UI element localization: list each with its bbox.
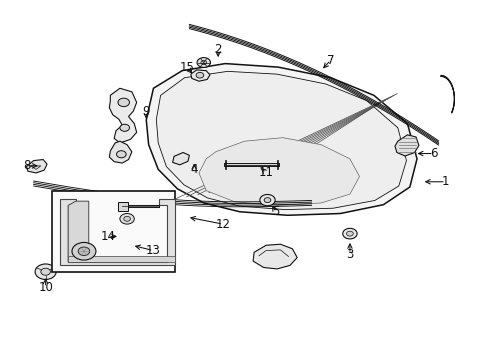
Text: 7: 7 <box>326 54 334 67</box>
Text: 5: 5 <box>271 205 279 218</box>
Polygon shape <box>146 64 416 215</box>
Polygon shape <box>26 159 47 173</box>
Text: 2: 2 <box>214 43 222 56</box>
Text: 15: 15 <box>179 60 194 73</box>
Circle shape <box>342 228 356 239</box>
Polygon shape <box>253 244 297 269</box>
Circle shape <box>197 58 210 67</box>
Circle shape <box>120 213 134 224</box>
Polygon shape <box>118 202 128 211</box>
Text: 14: 14 <box>100 230 115 243</box>
Circle shape <box>116 151 126 158</box>
Polygon shape <box>60 199 175 265</box>
Polygon shape <box>394 135 418 156</box>
Circle shape <box>346 231 352 236</box>
Polygon shape <box>172 153 189 165</box>
Text: 3: 3 <box>346 248 353 261</box>
Circle shape <box>123 216 130 221</box>
Bar <box>52 190 175 272</box>
Text: 10: 10 <box>38 281 53 294</box>
Text: 4: 4 <box>190 163 198 176</box>
Circle shape <box>264 198 270 203</box>
Circle shape <box>201 60 206 65</box>
Polygon shape <box>109 141 132 163</box>
Text: 8: 8 <box>23 159 30 172</box>
Circle shape <box>118 98 129 107</box>
Polygon shape <box>190 70 209 81</box>
Text: 11: 11 <box>258 166 273 179</box>
Circle shape <box>41 268 50 275</box>
Circle shape <box>35 264 56 279</box>
Circle shape <box>120 124 129 131</box>
Circle shape <box>196 72 203 78</box>
Circle shape <box>78 247 89 256</box>
Polygon shape <box>109 88 137 143</box>
Text: 1: 1 <box>441 175 448 188</box>
Polygon shape <box>199 138 359 206</box>
Polygon shape <box>68 201 89 262</box>
Circle shape <box>259 194 275 206</box>
Text: 13: 13 <box>146 244 161 257</box>
Polygon shape <box>156 71 406 210</box>
Polygon shape <box>68 256 175 262</box>
Text: 6: 6 <box>429 147 437 160</box>
Circle shape <box>72 242 96 260</box>
Text: 9: 9 <box>142 105 150 118</box>
Text: 12: 12 <box>215 217 230 231</box>
